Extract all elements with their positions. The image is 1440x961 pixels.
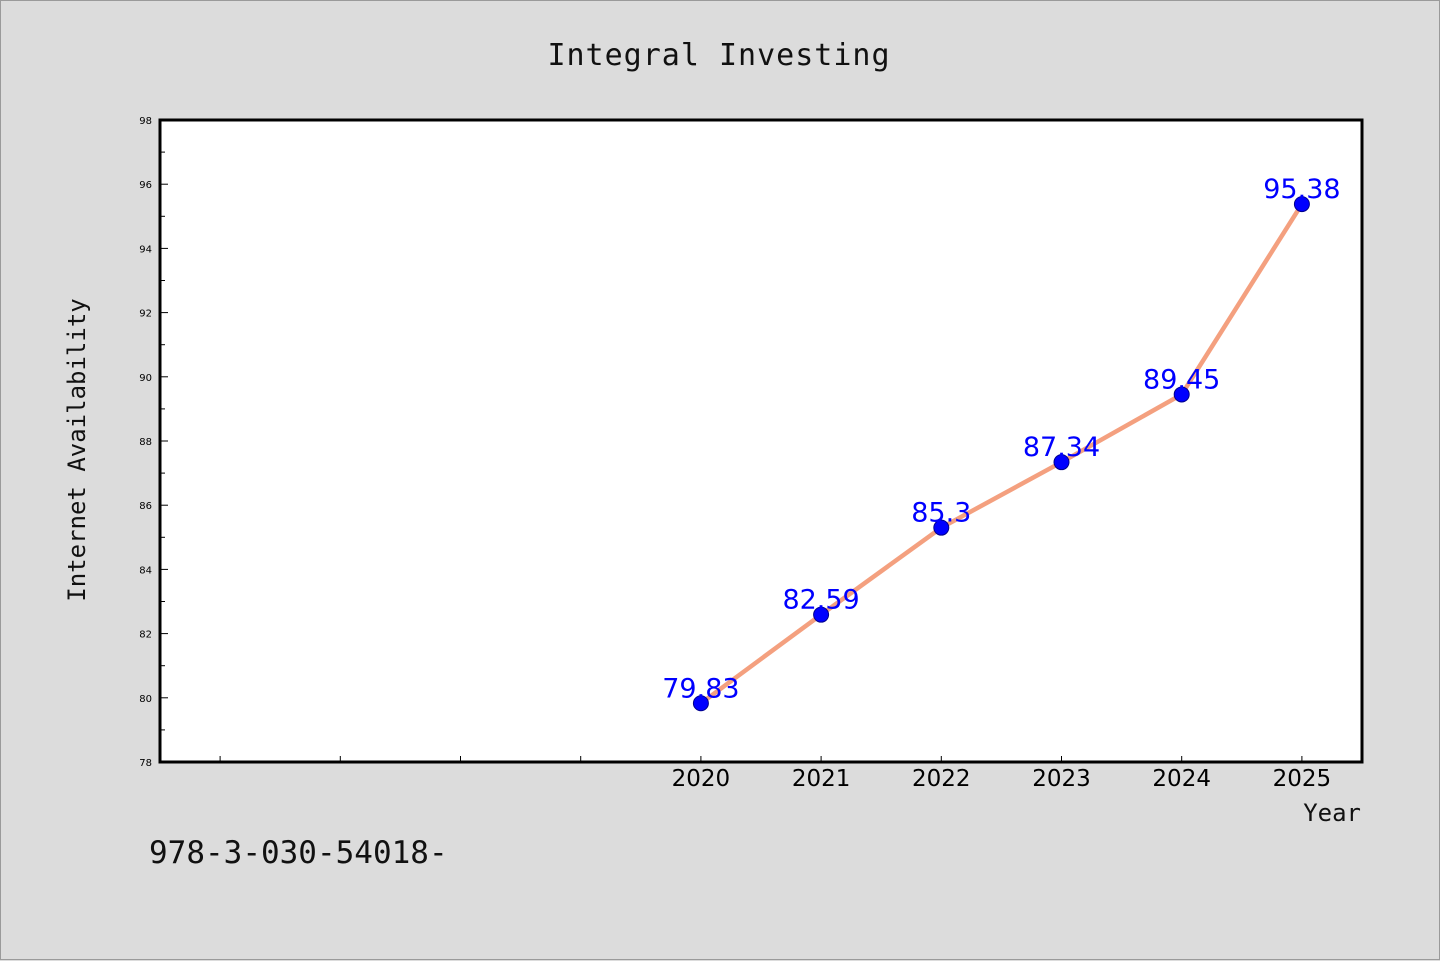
chart-title: Integral Investing	[547, 38, 890, 73]
data-label: 79.83	[662, 673, 739, 704]
y-axis-label: Internet Availability	[63, 298, 91, 601]
y-tick-label: 88	[139, 437, 152, 448]
data-label: 85.3	[911, 498, 971, 529]
y-tick-label: 78	[139, 758, 152, 769]
y-tick-label: 98	[139, 116, 152, 127]
x-tick-label: 2021	[792, 766, 851, 792]
series-line	[698, 201, 1305, 706]
footer-code-text: 978-3-030-54018-	[149, 835, 448, 871]
data-label: 89.45	[1143, 364, 1220, 395]
x-tick-label: 2022	[912, 766, 971, 792]
x-tick-label: 2024	[1152, 766, 1211, 792]
y-tick-label: 90	[139, 373, 152, 384]
y-tick-label: 86	[139, 501, 152, 512]
x-axis-ticks: 2020 2021 2022 2023 2024 2025	[219, 756, 1332, 792]
x-tick-label: 2023	[1032, 766, 1091, 792]
x-tick-label: 2020	[672, 766, 731, 792]
y-tick-label: 80	[139, 694, 152, 705]
y-axis-ticks: 78 80 82 84 86 88 90 92 94 96 98	[139, 116, 168, 769]
plot-area	[158, 118, 1364, 764]
y-tick-label: 94	[139, 244, 152, 255]
data-point	[1293, 196, 1310, 213]
y-tick-label: 84	[139, 565, 152, 576]
x-tick-label: 2025	[1273, 766, 1332, 792]
data-label: 82.59	[782, 585, 859, 616]
data-label: 87.34	[1023, 432, 1100, 463]
data-point	[692, 695, 709, 712]
data-point	[813, 606, 830, 623]
data-point	[1053, 454, 1070, 471]
data-markers	[692, 196, 1310, 712]
y-tick-label: 96	[139, 180, 152, 191]
x-axis-label: Year	[1303, 799, 1361, 827]
data-label: 95.38	[1263, 174, 1340, 205]
data-point	[1173, 386, 1190, 403]
y-tick-label: 82	[139, 630, 152, 641]
y-tick-label: 92	[139, 309, 152, 320]
data-labels: 79.83 82.59 85.3 87.34 89.45 95.38	[662, 174, 1340, 704]
data-point	[933, 519, 950, 536]
